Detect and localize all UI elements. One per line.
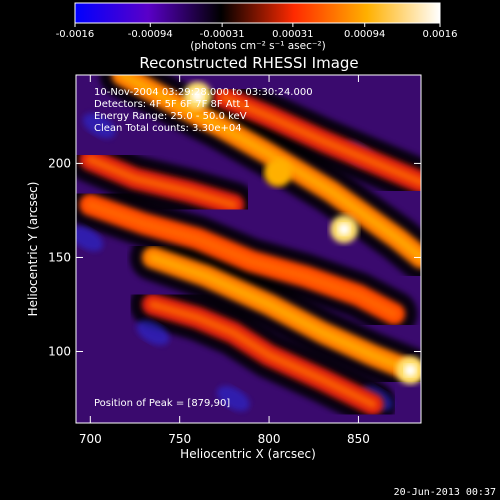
colorbar-tick-label: -0.0016 — [56, 29, 95, 40]
x-tick-label: 800 — [258, 432, 281, 446]
heatmap-image — [76, 75, 421, 423]
colorbar: -0.0016 -0.00094 -0.00031 0.00031 0.00094 0.0… — [56, 2, 458, 52]
colorbar-ticks: -0.0016 -0.00094 -0.00031 0.00031 0.00094 0.0… — [56, 23, 458, 40]
low-region — [216, 386, 250, 412]
y-tick-label: 200 — [48, 156, 71, 170]
bright-spot-core — [404, 364, 417, 377]
colorbar-tick-label: -0.00031 — [200, 29, 245, 40]
bright-spot — [263, 158, 292, 187]
x-tick-label: 700 — [79, 432, 102, 446]
generation-timestamp: 20-Jun-2013 00:37 — [394, 487, 496, 498]
x-axis-label: Heliocentric X (arcsec) — [180, 447, 316, 461]
bright-spot-core — [338, 223, 351, 236]
colorbar-tick-label: 0.0016 — [423, 29, 458, 40]
chart-title: Reconstructed RHESSI Image — [139, 54, 358, 72]
ridge-core — [86, 200, 399, 318]
annotation-detectors: Detectors: 4F 5F 6F 7F 8F Att 1 — [94, 99, 250, 110]
ridge-core — [118, 75, 421, 262]
annotation-time-range: 10-Nov-2004 03:29:28.000 to 03:30:24.000 — [94, 87, 313, 98]
low-region — [82, 113, 116, 139]
bright-spot-core — [191, 89, 204, 102]
y-axis: 100 150 200 — [48, 156, 421, 359]
ridge-core — [148, 253, 415, 375]
ridge-core — [220, 93, 421, 187]
colorbar-tick-label: -0.00094 — [128, 29, 173, 40]
y-tick-label: 100 — [48, 345, 71, 359]
y-tick-label: 150 — [48, 250, 71, 264]
colorbar-tick-label: 0.00094 — [344, 29, 385, 40]
x-tick-label: 850 — [347, 432, 370, 446]
low-region — [136, 320, 170, 346]
annotation-energy-range: Energy Range: 25.0 - 50.0 keV — [94, 111, 247, 122]
peak-position-label: Position of Peak = [879,90] — [94, 398, 230, 409]
ridge-core — [148, 300, 377, 409]
annotation-total-counts: Clean Total counts: 3.30e+04 — [94, 123, 242, 134]
plot-frame — [75, 74, 422, 424]
ridge-core — [86, 155, 238, 209]
heatmap-area — [75, 74, 422, 424]
x-tick-label: 750 — [168, 432, 191, 446]
colorbar-tick-label: 0.00031 — [272, 29, 313, 40]
annotation-block: 10-Nov-2004 03:29:28.000 to 03:30:24.000… — [94, 87, 313, 409]
x-axis: 700 750 800 850 — [79, 75, 370, 446]
colorbar-bar — [74, 2, 441, 24]
low-region — [76, 226, 104, 252]
colorbar-unit-label: (photons cm⁻² s⁻¹ asec⁻²) — [190, 40, 325, 52]
y-axis-label: Heliocentric Y (arcsec) — [26, 182, 40, 317]
